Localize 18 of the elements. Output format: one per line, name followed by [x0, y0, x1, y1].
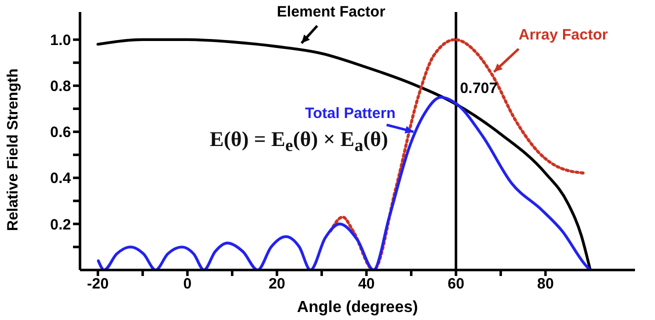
y-tick-label: 0.2	[50, 216, 71, 234]
series-label: Element Factor	[276, 4, 386, 21]
x-tick-label: 80	[537, 276, 554, 293]
x-axis-title: Angle (degrees)	[297, 299, 418, 316]
y-tick-label: 0.8	[50, 78, 71, 96]
x-tick-label: 20	[268, 276, 286, 293]
x-tick-label: 0	[183, 276, 192, 293]
x-tick-label: 40	[358, 276, 375, 293]
y-axis-title: Relative Field Strength	[4, 68, 22, 231]
y-tick-label: 0.6	[50, 124, 71, 142]
annotation: E(θ) = E$_{e}$(θ) × E$_{a}$(θ)	[210, 127, 388, 156]
x-tick-label: 60	[448, 276, 464, 293]
text: Array Factor	[518, 26, 608, 44]
series-label: Total Pattern	[304, 104, 396, 122]
y-tick-label: 0.4	[50, 170, 72, 188]
annotation: 0.707	[460, 80, 498, 98]
y-tick-label: 1.0	[50, 32, 71, 49]
x-tick-label: -20	[87, 276, 109, 293]
